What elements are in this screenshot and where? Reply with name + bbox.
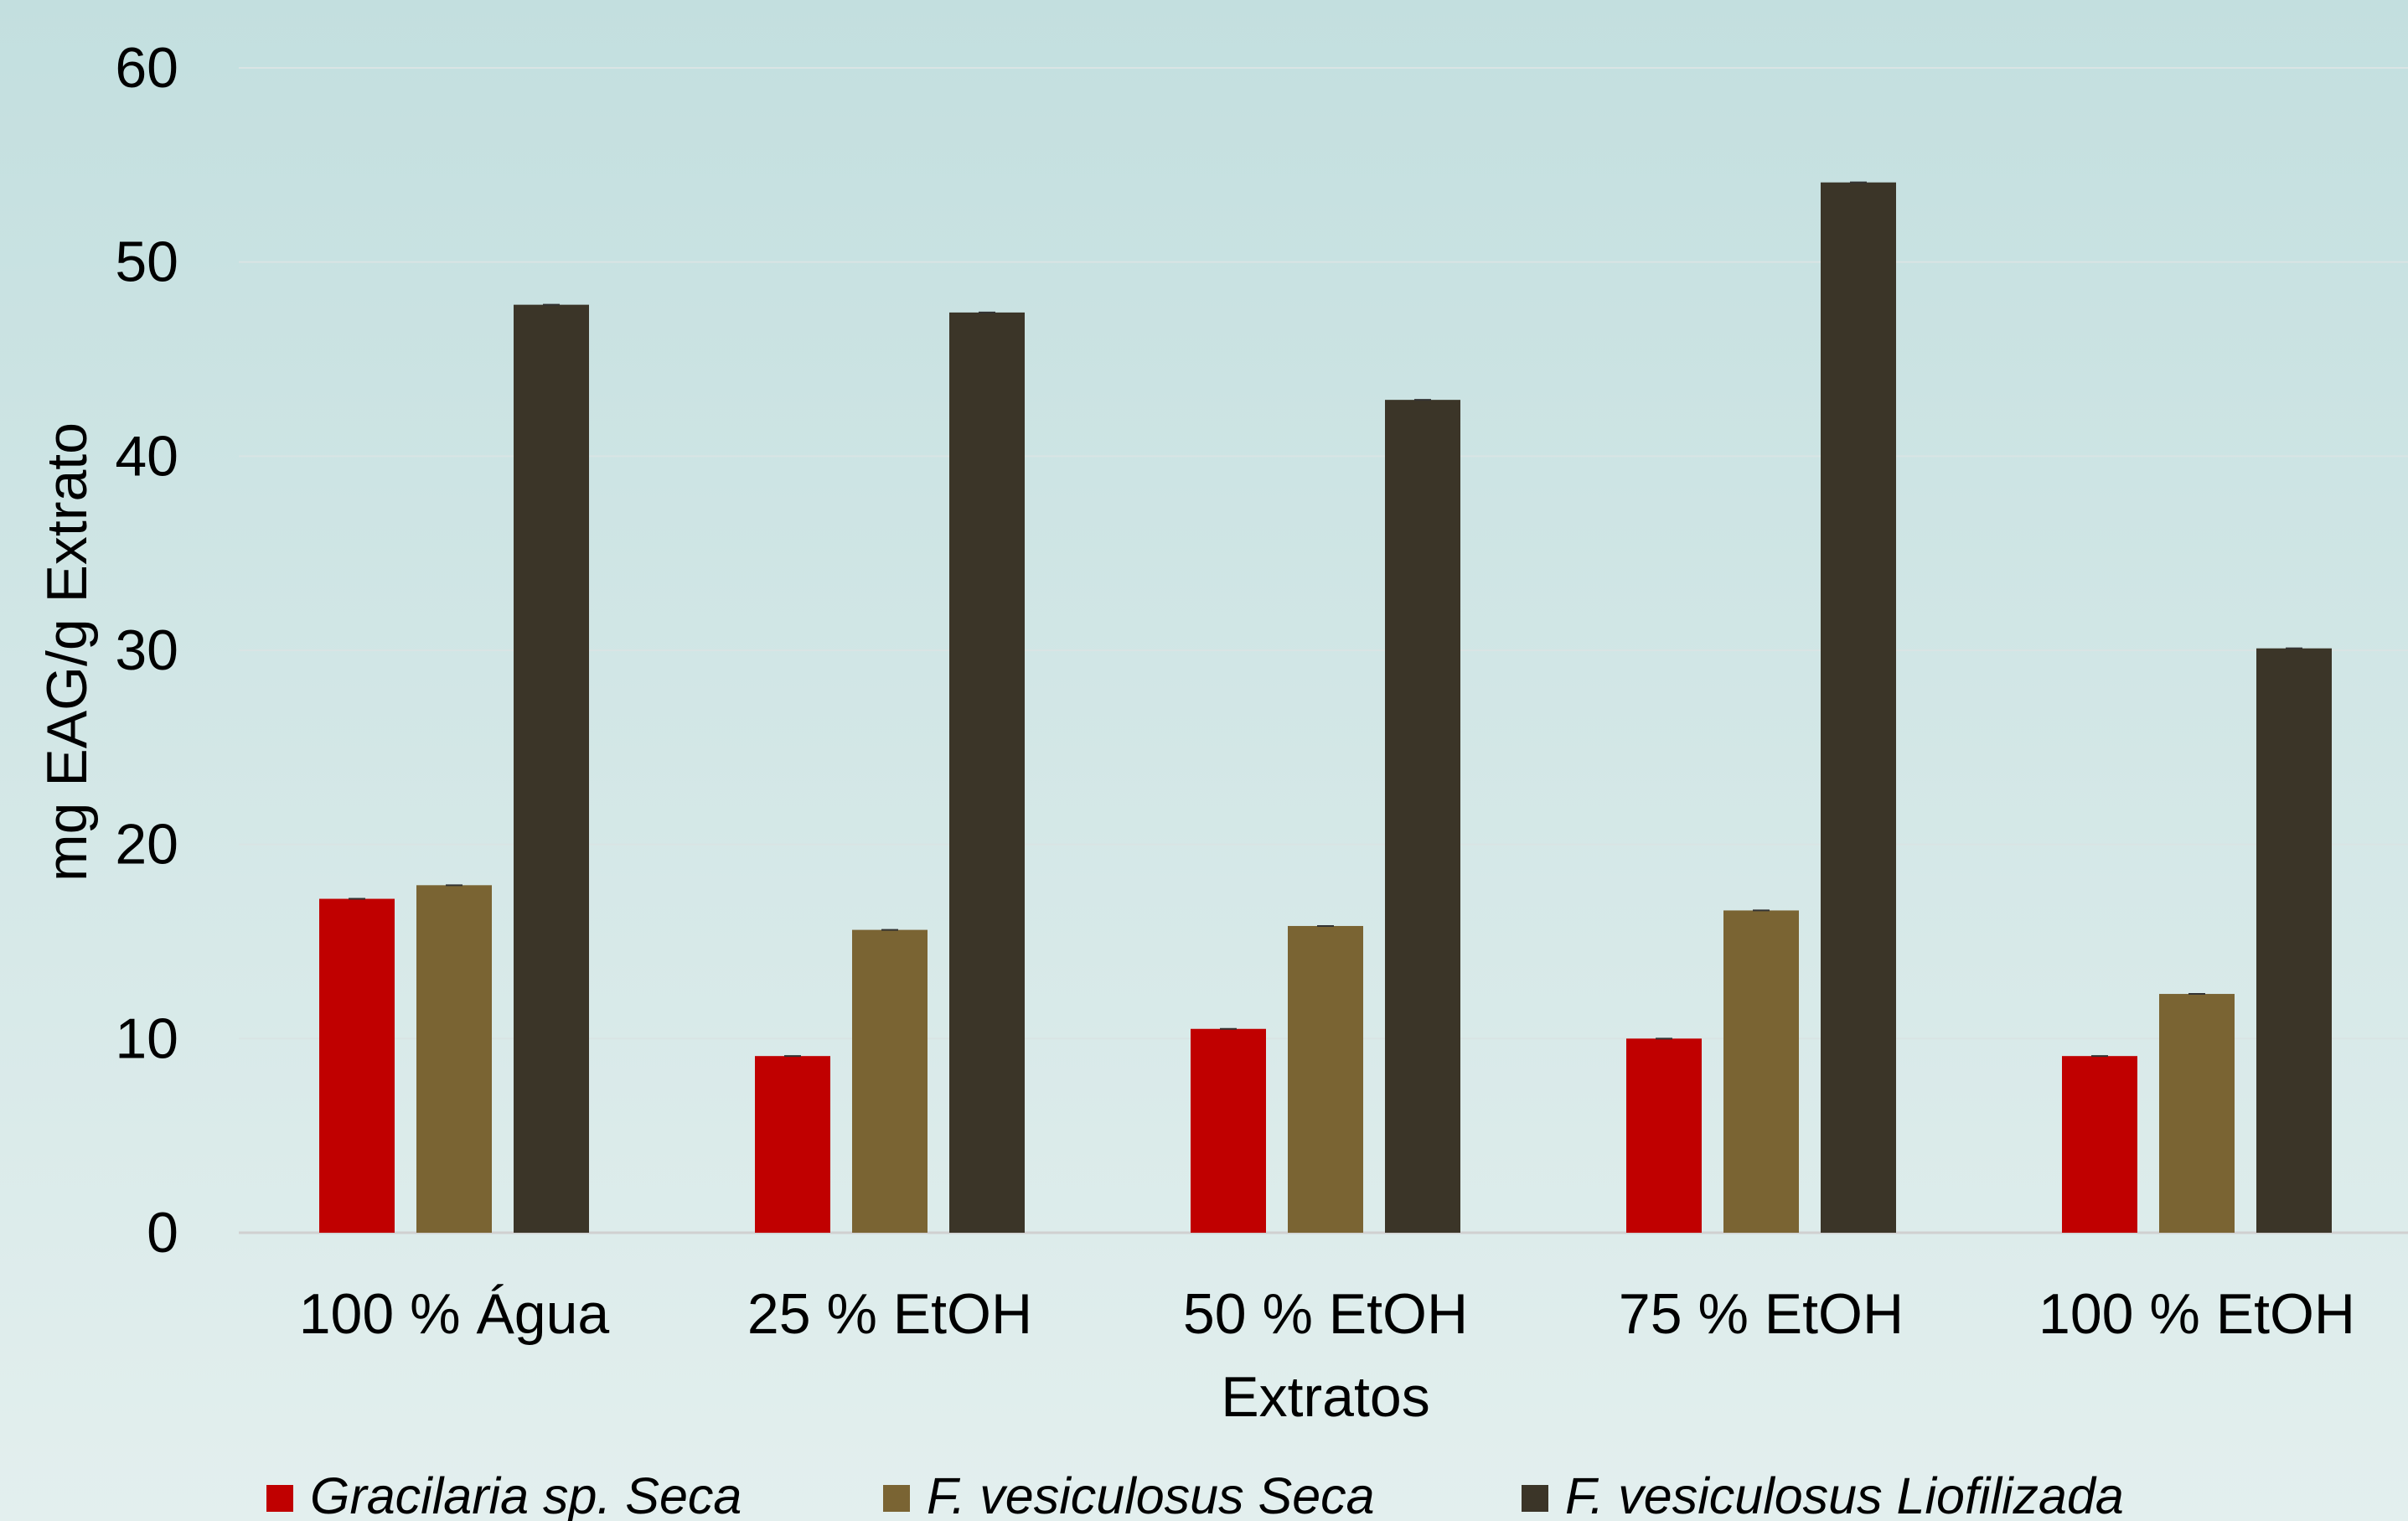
- legend-entry: F. vesiculosus Seca: [927, 1467, 1375, 1521]
- bar: [1626, 1038, 1702, 1233]
- bar: [1723, 910, 1799, 1233]
- x-tick-label: 25 % EtOH: [747, 1282, 1032, 1346]
- y-tick-label: 10: [115, 1006, 178, 1070]
- y-tick-label: 60: [115, 36, 178, 100]
- bar: [1385, 400, 1460, 1233]
- legend-swatch: [266, 1485, 293, 1512]
- legend-entry: F. vesiculosus Liofilizada: [1565, 1467, 2124, 1521]
- legend-swatch: [883, 1485, 910, 1512]
- bars: [319, 181, 2332, 1234]
- bar: [319, 898, 395, 1233]
- legend-swatch: [1522, 1485, 1548, 1512]
- bar: [1288, 925, 1363, 1233]
- x-tick-label: 100 % Água: [299, 1282, 610, 1346]
- y-tick-label: 50: [115, 230, 178, 294]
- bar: [2062, 1056, 2137, 1233]
- legend: Gracilaria sp. Seca F. vesiculosus Seca F.…: [266, 1467, 2124, 1521]
- x-axis-ticks: 100 % Água 25 % EtOH 50 % EtOH 75 % EtOH 100…: [299, 1282, 2355, 1346]
- y-tick-label: 40: [115, 424, 178, 488]
- bar: [949, 312, 1025, 1233]
- x-tick-label: 50 % EtOH: [1183, 1282, 1468, 1346]
- y-tick-label: 30: [115, 618, 178, 682]
- bar: [755, 1056, 830, 1233]
- y-axis-ticks: 0 10 20 30 40 50 60: [115, 36, 178, 1265]
- bar: [2256, 648, 2332, 1233]
- bar: [514, 304, 589, 1234]
- legend-entry: Gracilaria sp. Seca: [310, 1467, 742, 1521]
- y-tick-label: 20: [115, 813, 178, 877]
- y-axis-title: mg EAG/g Extrato: [35, 422, 99, 882]
- bar: [1821, 182, 1896, 1233]
- x-tick-label: 100 % EtOH: [2039, 1282, 2355, 1346]
- bar: [2159, 994, 2235, 1233]
- x-axis-title: Extratos: [1221, 1365, 1429, 1429]
- bar: [416, 885, 492, 1233]
- x-tick-label: 75 % EtOH: [1619, 1282, 1904, 1346]
- bar: [1191, 1028, 1266, 1233]
- bar: [852, 929, 928, 1233]
- y-tick-label: 0: [147, 1201, 178, 1265]
